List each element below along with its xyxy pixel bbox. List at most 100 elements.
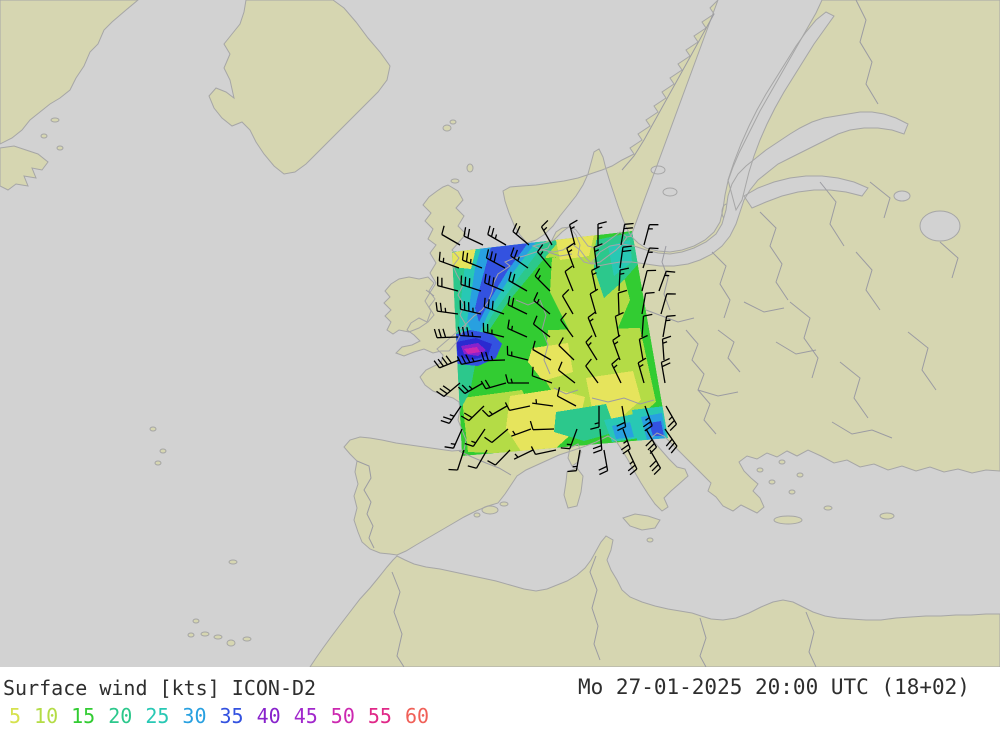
wind-barb [616,405,627,432]
wind-barb [662,314,676,338]
coastline-continental-europe-scandinavia [343,0,1000,556]
wind-barb [589,288,599,315]
wind-barb [433,355,460,369]
weather-map [0,0,1000,667]
wind-barb [464,428,486,448]
country-border [425,289,435,297]
land-sardinia [564,468,583,508]
sea-gulf-of-finland [744,176,868,208]
island [228,559,238,565]
country-border [775,341,817,355]
wind-barb [593,243,603,269]
coastline-ireland [383,276,436,335]
country-border [697,389,739,397]
wind-barb [510,247,529,269]
coastline-gulf-of-finland [743,175,869,209]
island [56,145,64,151]
wind-barb [529,420,555,431]
wind-barb [485,249,506,269]
map-timestamp: Mo 27-01-2025 20:00 UTC (18+02) [578,675,970,699]
country-border [839,361,869,419]
wind-barb [660,293,676,315]
island [481,505,499,515]
wind-barb [463,227,484,246]
wind-barb [643,224,659,246]
wind-barb [507,319,528,338]
wind-barb [441,225,461,246]
wind-barb [530,446,557,456]
wind-barb [585,358,599,384]
wind-barb [481,405,508,418]
island [473,512,481,518]
country-border [805,611,817,667]
legend-value-25: 25 [145,704,170,728]
wind-barb [438,251,460,269]
legend-value-30: 30 [182,704,207,728]
island [226,639,236,647]
wind-barb [649,449,662,476]
island [154,460,162,466]
island [756,467,764,473]
country-border [831,421,893,439]
country-border [743,301,785,313]
country-border [621,13,715,171]
wind-barb [536,244,552,269]
wind-barb [532,399,554,407]
wind-barb [448,449,465,471]
wind-barb [467,449,488,469]
coastline-baltic [591,111,909,267]
wind-barb [460,405,485,422]
wind-barb [641,313,653,338]
wind-barb [457,326,482,338]
wind-barb [480,351,506,362]
wind-barb [459,300,482,315]
coastline-gulf-of-bothnia [727,11,835,212]
land-greenland-main [0,0,138,144]
legend-value-20: 20 [108,704,133,728]
legend-value-5: 5 [9,704,22,728]
legend-value-60: 60 [404,704,430,728]
wind-barb [642,247,659,269]
wind-barb [598,449,609,476]
sea-baltic [592,112,908,266]
coastline-greenland-main [0,0,139,145]
country-border [591,397,655,405]
lake [893,190,911,202]
wind-barb [511,428,532,437]
wind-barb [627,449,638,476]
legend-value-45: 45 [293,704,318,728]
wind-barb [532,340,552,361]
country-border [869,181,891,219]
legend-value-35: 35 [219,704,244,728]
country-border [711,251,731,319]
island [773,515,803,525]
island [499,501,509,507]
wind-barb [619,245,632,269]
land-greenland-tip [0,146,48,190]
wind-barb [508,271,528,292]
wind-barb [440,405,462,425]
lake [650,165,666,175]
wind-barb [505,374,529,384]
country-border [547,251,573,257]
wind-barb [620,428,631,455]
island [442,124,452,132]
wind-barb [637,357,647,384]
wind-barb [664,428,678,454]
coastline-sicily [622,513,661,531]
wind-barb [568,219,578,246]
island [159,448,167,454]
island [242,636,252,642]
wind-barb [612,334,621,361]
wind-barb [642,405,653,432]
map-title: Surface wind [kts] ICON-D2 [3,676,317,700]
island [50,117,60,123]
wind-barb [564,265,574,292]
wind-barb [590,265,600,292]
country-border [939,241,959,279]
wind-barb [561,288,574,315]
lake [919,210,961,242]
wind-barb [512,223,530,246]
wind-barb [620,222,634,246]
country-border [759,211,789,301]
